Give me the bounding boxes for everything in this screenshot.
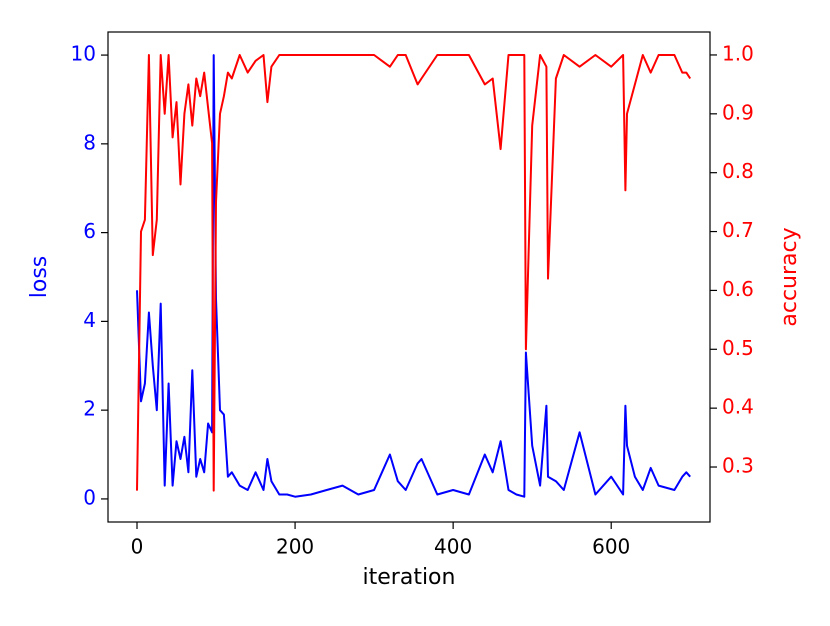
x-tick-label: 200: [276, 535, 314, 559]
y2-tick-label: 0.6: [722, 277, 754, 301]
x-tick-label: 0: [131, 535, 144, 559]
y2-tick-label: 0.5: [722, 336, 754, 360]
x-axis-label: iteration: [363, 565, 456, 590]
y2-tick-label: 0.9: [722, 100, 754, 124]
y-tick-label: 6: [83, 219, 96, 243]
y-tick-label: 10: [71, 42, 96, 66]
x-tick-label: 600: [592, 535, 630, 559]
y-axis-label: loss: [27, 256, 52, 299]
y-tick-label: 0: [83, 485, 96, 509]
series-line: [136, 54, 692, 492]
y-tick-label: 4: [83, 308, 96, 332]
y2-tick-label: 0.7: [722, 218, 754, 242]
y2-tick-label: 0.3: [722, 454, 754, 478]
y-tick-label: 2: [83, 397, 96, 421]
x-tick-label: 400: [434, 535, 472, 559]
y2-axis-label: accuracy: [777, 227, 802, 326]
y2-tick-label: 0.8: [722, 159, 754, 183]
plot-frame: [107, 31, 711, 523]
y2-tick-label: 0.4: [722, 395, 754, 419]
y2-tick-label: 1.0: [722, 41, 754, 65]
series-line: [136, 54, 691, 498]
y-tick-label: 8: [83, 130, 96, 154]
